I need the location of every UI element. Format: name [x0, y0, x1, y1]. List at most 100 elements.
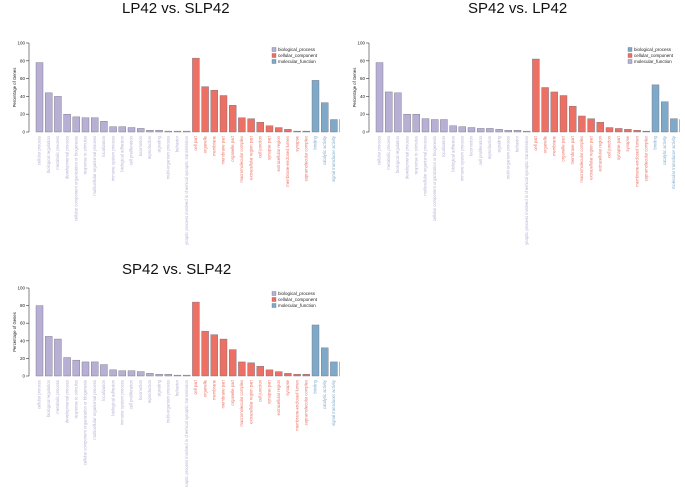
x-tick-label: synapse	[294, 135, 299, 151]
bar-biological_process	[128, 128, 135, 132]
bar-biological_process	[450, 126, 457, 132]
bar-biological_process	[404, 114, 411, 132]
x-tick-label: immune system process	[120, 380, 125, 425]
y-tick-label: 80	[20, 58, 26, 63]
bar-biological_process	[385, 92, 392, 132]
bar-biological_process	[146, 373, 153, 376]
x-tick-label: extracellular region part	[248, 135, 253, 180]
bar-cellular_component	[257, 366, 264, 376]
x-tick-label: multi-organism process	[166, 136, 171, 179]
bar-biological_process	[119, 127, 126, 132]
bar-cellular_component	[560, 96, 567, 132]
bar-molecular_function	[330, 362, 337, 376]
bar-biological_process	[91, 118, 98, 132]
x-tick-label: synapse part	[267, 379, 272, 404]
x-tick-label: synapse	[625, 135, 630, 151]
x-tick-label: multicellular organismal process	[92, 136, 97, 196]
bar-cellular_component	[192, 302, 199, 376]
x-tick-label: immune system process	[110, 136, 115, 181]
bar-biological_process	[440, 120, 447, 132]
bar-biological_process	[82, 118, 89, 132]
x-tick-label: presynaptic process involved in chemical…	[524, 135, 529, 245]
bar-biological_process	[165, 131, 172, 132]
y-tick-label: 0	[22, 130, 25, 135]
x-tick-label: membrane-enclosed lumen	[634, 135, 639, 186]
bar-biological_process	[137, 372, 144, 376]
x-tick-label: catalytic activity	[662, 135, 667, 165]
bar-cellular_component	[202, 87, 209, 132]
x-tick-label: multicellular organismal process	[423, 136, 428, 196]
chart-title: LP42 vs. SLP42	[122, 0, 230, 17]
legend-swatch	[272, 292, 276, 296]
bar-biological_process	[156, 130, 163, 132]
legend-swatch	[272, 54, 276, 58]
bar-cellular_component	[615, 128, 622, 132]
bar-cellular_component	[248, 119, 255, 132]
y-tick-label: 100	[357, 41, 365, 46]
bar-molecular_function	[661, 102, 668, 132]
legend-swatch	[628, 60, 632, 64]
y-tick-label: 0	[362, 130, 365, 135]
bar-biological_process	[431, 120, 438, 132]
x-tick-label: reproduction	[487, 135, 492, 159]
bar-cellular_component	[192, 58, 199, 132]
x-tick-label: cell proliferation	[129, 379, 134, 409]
legend-swatch	[272, 298, 276, 302]
bar-biological_process	[64, 358, 71, 376]
x-tick-label: locomotion	[138, 379, 143, 400]
x-tick-label: organelle part	[561, 135, 566, 161]
bar-molecular_function	[321, 103, 328, 132]
x-tick-label: biological regulation	[395, 135, 400, 173]
y-axis-label: Percentage of Genes	[352, 68, 357, 108]
y-tick-label: 20	[20, 112, 26, 117]
x-tick-label: cell part	[193, 379, 198, 394]
x-tick-label: reproduction	[147, 379, 152, 403]
bar-cellular_component	[294, 131, 301, 132]
x-tick-label: locomotion	[138, 135, 143, 156]
x-tick-label: membrane	[212, 379, 217, 400]
bar-cellular_component	[220, 339, 227, 376]
bar-cellular_component	[229, 350, 236, 376]
x-tick-label: binding	[313, 379, 318, 393]
x-tick-label: macromolecular complex	[579, 135, 584, 182]
x-tick-label: signaling	[496, 135, 501, 152]
bar-biological_process	[119, 371, 126, 376]
x-tick-label: membrane part	[570, 135, 575, 164]
x-tick-label: reproduction	[147, 135, 152, 159]
legend-label: biological_process	[278, 47, 316, 52]
x-tick-label: biological adhesion	[120, 135, 125, 171]
bar-cellular_component	[284, 129, 291, 132]
bar-biological_process	[137, 128, 144, 132]
x-tick-label: behavior	[175, 379, 180, 396]
x-tick-label: cellular process	[37, 380, 42, 409]
bar-cellular_component	[569, 106, 576, 132]
legend-label: biological_process	[634, 47, 672, 52]
x-tick-label: macromolecular complex	[239, 379, 244, 426]
bar-cellular_component	[248, 363, 255, 376]
y-tick-label: 20	[20, 356, 26, 361]
x-tick-label: membrane	[552, 135, 557, 156]
x-tick-label: cellular component organization or bioge…	[432, 136, 437, 221]
x-tick-label: cell proliferation	[129, 135, 134, 165]
bar-biological_process	[496, 129, 503, 132]
x-tick-label: multicellular organismal process	[92, 380, 97, 440]
legend-swatch	[272, 304, 276, 308]
x-tick-label: biological adhesion	[450, 135, 455, 171]
x-tick-label: supramolecular complex	[644, 135, 649, 181]
bar-molecular_function	[330, 120, 337, 132]
bar-cellular_component	[275, 372, 282, 376]
y-axis-label: Percentage of Genes	[12, 312, 17, 352]
x-tick-label: organelle part	[230, 379, 235, 405]
x-tick-label: extracellular region part	[588, 135, 593, 180]
x-tick-label: cell junction	[607, 135, 612, 158]
x-tick-label: response to stimulus	[414, 136, 419, 174]
y-tick-label: 20	[360, 112, 366, 117]
x-tick-label: behavior	[175, 135, 180, 152]
bar-cellular_component	[303, 374, 310, 376]
bar-cellular_component	[634, 130, 641, 132]
bar-biological_process	[54, 96, 61, 132]
